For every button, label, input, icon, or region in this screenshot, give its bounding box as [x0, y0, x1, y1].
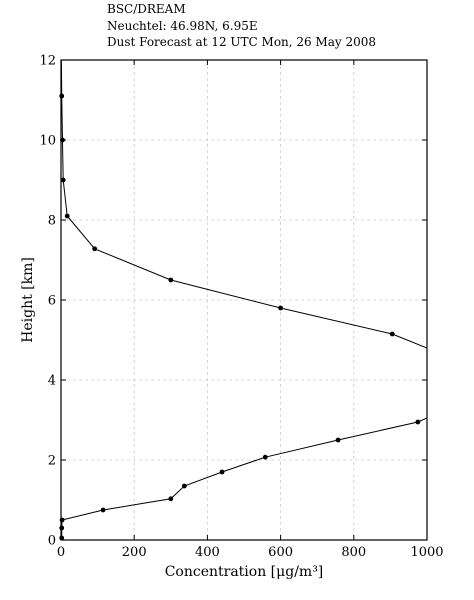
header-source: BSC/DREAM: [107, 2, 186, 16]
data-point: [278, 305, 283, 311]
y-tick-label: 2: [48, 454, 56, 469]
y-tick-label: 8: [48, 214, 56, 229]
data-point: [389, 331, 395, 337]
y-tick-label: 12: [39, 54, 56, 69]
data-point: [92, 246, 98, 252]
y-axis-label: Height [km]: [20, 257, 36, 343]
data-point: [168, 277, 174, 283]
data-point: [262, 454, 268, 460]
series-line: [61, 60, 427, 538]
data-point: [59, 525, 65, 531]
x-tick-label: 1000: [410, 545, 443, 560]
data-point: [219, 469, 225, 475]
data-point: [59, 93, 65, 99]
data-point: [415, 419, 421, 425]
header-location: Neuchtel: 46.98N, 6.95E: [107, 18, 258, 33]
y-tick-label: 6: [48, 294, 56, 309]
x-tick-label: 200: [122, 545, 147, 560]
y-tick-label: 10: [39, 134, 56, 149]
data-point: [60, 177, 66, 183]
data-point: [181, 483, 187, 489]
chart-header: BSC/DREAM Neuchtel: 46.98N, 6.95E Dust F…: [107, 1, 376, 51]
x-tick-label: 800: [341, 545, 366, 560]
data-point: [100, 507, 106, 513]
x-axis-label: Concentration [μg/m³]: [165, 564, 324, 580]
x-tick-label: 600: [268, 545, 293, 560]
y-tick-label: 0: [48, 534, 56, 549]
x-tick-label: 0: [57, 545, 65, 560]
header-forecast-time: Dust Forecast at 12 UTC Mon, 26 May 2008: [107, 35, 377, 49]
y-tick-label: 4: [48, 374, 56, 389]
data-point: [168, 496, 174, 502]
tick-layer: 0 200 400 600 800 1000 0 2 4 6 8 10 12: [39, 54, 443, 561]
x-tick-label: 400: [195, 545, 220, 560]
data-point: [64, 213, 70, 219]
data-point: [335, 437, 341, 443]
grid: [61, 60, 427, 540]
